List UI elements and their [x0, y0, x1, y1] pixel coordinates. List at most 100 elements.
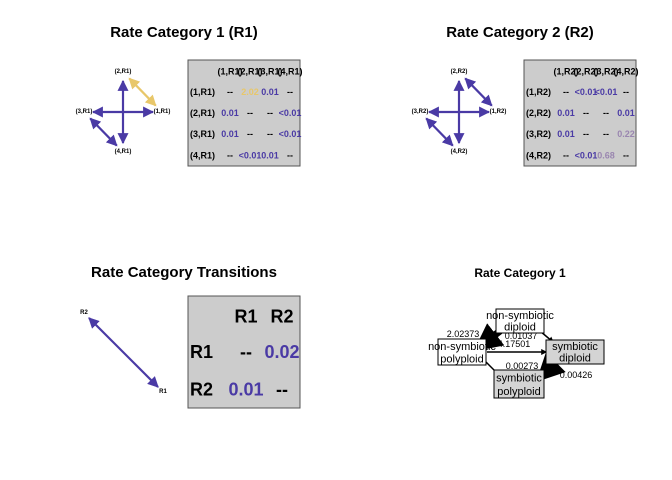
matrix-cell: 0.01 [261, 150, 279, 160]
matrix-background [187, 59, 301, 167]
matrix-row-label: R2 [190, 379, 213, 399]
network-node-label: diploid [504, 322, 536, 334]
matrix-cell: <0.01 [575, 87, 598, 97]
matrix-row-label: (4,R2) [526, 150, 551, 160]
state-node-label: R2 [80, 310, 88, 316]
state-graph: (1,R2) (2,R2) (3,R2) (4,R2) [412, 69, 507, 155]
matrix-cell: -- [563, 150, 569, 160]
matrix-col-header: (4,R2) [613, 67, 638, 77]
matrix-col-header: (2,R2) [573, 67, 598, 77]
network-edge-label: 2.02373 [447, 329, 480, 339]
matrix-cell: 0.01 [228, 379, 263, 399]
matrix-cell: <0.01 [595, 87, 618, 97]
state-graph: (1,R1) (2,R1) (3,R1) (4,R1) [76, 69, 171, 155]
matrix-row-label: (3,R1) [190, 129, 215, 139]
matrix-cell: -- [247, 129, 253, 139]
matrix-col-header: (2,R1) [237, 67, 262, 77]
matrix-cell: -- [267, 108, 273, 118]
network-edge-label: 4.17501 [498, 339, 531, 349]
matrix-col-header: (4,R1) [277, 67, 302, 77]
network-diagram: non-symbioticdiploidnon-symbioticpolyplo… [428, 308, 605, 399]
panel-title-transitions: Rate Category Transitions [91, 264, 277, 281]
matrix-col-header: (1,R1) [217, 67, 242, 77]
network-node-label: non-symbiotic [486, 310, 554, 322]
state-node-label: (1,R1) [154, 109, 171, 115]
state-node-label: (1,R2) [490, 109, 507, 115]
matrix-cell: -- [603, 129, 609, 139]
matrix-row-label: (2,R2) [526, 108, 551, 118]
panel-title-r1: Rate Category 1 (R1) [110, 24, 258, 41]
rate-matrix: R1 R2 R1 -- 0.02 R2 0.01 -- [187, 295, 301, 409]
matrix-cell: <0.01 [279, 108, 302, 118]
matrix-row-label: R1 [190, 342, 213, 362]
network-node-label: diploid [559, 353, 591, 365]
panel-title-r2: Rate Category 2 (R2) [446, 24, 594, 41]
matrix-cell: -- [563, 87, 569, 97]
matrix-cell: <0.01 [279, 129, 302, 139]
matrix-cell: 0.01 [221, 108, 239, 118]
matrix-cell: 0.01 [617, 108, 635, 118]
matrix-cell: -- [583, 129, 589, 139]
transition-arrow [128, 77, 157, 107]
network-edge-label: 0.00273 [506, 361, 539, 371]
panel-title-network: Rate Category 1 [474, 266, 566, 280]
network-node-label: polyploid [497, 386, 540, 398]
matrix-cell: -- [267, 129, 273, 139]
matrix-background [187, 295, 301, 409]
matrix-cell: -- [583, 108, 589, 118]
matrix-col-header: R1 [234, 307, 257, 327]
matrix-background [523, 59, 637, 167]
matrix-cell: 0.68 [597, 150, 615, 160]
matrix-cell: 0.01 [261, 87, 279, 97]
matrix-cell: 0.02 [264, 342, 299, 362]
matrix-cell: 0.01 [557, 129, 575, 139]
matrix-col-header: R2 [270, 307, 293, 327]
matrix-cell: <0.01 [575, 150, 598, 160]
matrix-cell: -- [603, 108, 609, 118]
network-node-box [493, 369, 545, 399]
network-node: symbiotic polyploid [493, 369, 545, 399]
state-node-label: (2,R1) [115, 69, 132, 75]
state-graph: R1 R2 [80, 310, 167, 395]
matrix-cell: -- [623, 150, 629, 160]
matrix-cell: 0.01 [557, 108, 575, 118]
network-node-label: non-symbiotic [428, 341, 496, 353]
matrix-row-label: (3,R2) [526, 129, 551, 139]
state-graphs: (1,R1)(2,R1)(3,R1)(4,R1)(1,R2)(2,R2)(3,R… [76, 69, 507, 395]
rate-matrix: (1,R1)(2,R1)(3,R1)(4,R1)(1,R1) -- 2.02 0.01… [187, 59, 303, 167]
matrix-cell: 2.02 [241, 87, 259, 97]
network-node-box [437, 338, 487, 366]
state-node-label: (3,R1) [76, 109, 93, 115]
network-node-box [495, 308, 545, 334]
state-node-label: (2,R2) [451, 69, 468, 75]
matrix-row-label: (2,R1) [190, 108, 215, 118]
transition-arrow [464, 77, 493, 107]
matrix-cell: <0.01 [239, 150, 262, 160]
matrix-cell: -- [623, 87, 629, 97]
network-node-label: symbiotic [552, 341, 598, 353]
state-node-label: (4,R2) [451, 149, 468, 155]
transition-arrow [89, 117, 118, 147]
matrix-cell: -- [227, 150, 233, 160]
network-edge-label: 0.00426 [560, 370, 593, 380]
matrix-cell: -- [287, 150, 293, 160]
matrix-col-header: (3,R1) [257, 67, 282, 77]
rate-matrices: (1,R1)(2,R1)(3,R1)(4,R1)(1,R1) -- 2.02 0.01… [187, 59, 639, 409]
matrix-cell: -- [240, 342, 252, 362]
matrix-row-label: (1,R2) [526, 87, 551, 97]
matrix-row-label: (1,R1) [190, 87, 215, 97]
state-node-label: R1 [159, 389, 167, 395]
network-node-box [545, 339, 605, 365]
state-node-label: (4,R1) [115, 149, 132, 155]
matrix-cell: -- [276, 379, 288, 399]
network-node-label: symbiotic [496, 372, 542, 384]
matrix-col-header: (1,R2) [553, 67, 578, 77]
matrix-cell: 0.01 [221, 129, 239, 139]
rate-matrix: (1,R2)(2,R2)(3,R2)(4,R2)(1,R2) -- <0.01<0.… [523, 59, 639, 167]
transition-arrow [425, 117, 454, 147]
matrix-cell: 0.22 [617, 129, 635, 139]
